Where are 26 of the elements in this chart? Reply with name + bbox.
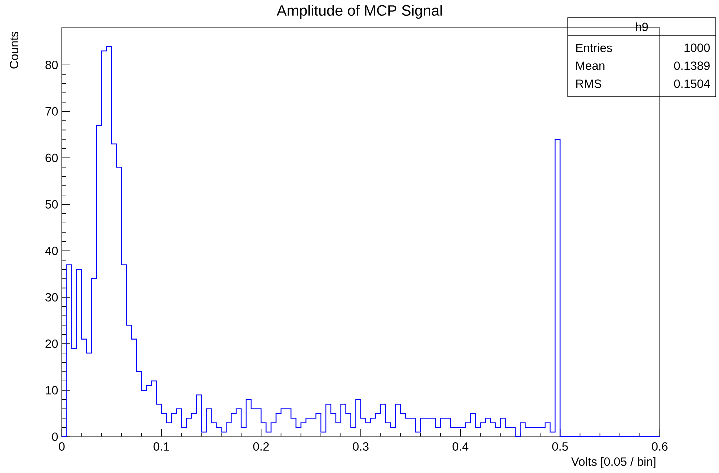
x-tick-label: 0.3 <box>353 442 369 451</box>
x-axis-title: Volts [0.05 / bin] <box>571 457 656 468</box>
y-tick-label: 20 <box>46 340 58 348</box>
y-tick-label: 80 <box>46 60 58 70</box>
annotation: Entries <box>576 44 612 52</box>
x-tick-label: 0.2 <box>254 442 270 451</box>
y-tick-label: 30 <box>46 293 58 302</box>
y-tick-label: 70 <box>46 107 58 116</box>
x-tick-label: 0.6 <box>652 442 668 451</box>
x-tick-label: 0 <box>59 442 65 451</box>
y-tick-label: 40 <box>45 246 58 256</box>
x-tick-label: 0.5 <box>552 442 568 451</box>
x-tick-label: 0.1 <box>154 442 170 451</box>
annotation: RMS <box>576 80 602 88</box>
y-tick-label: 50 <box>46 200 58 209</box>
y-tick-label: 10 <box>46 386 58 395</box>
text: 0.1504 <box>674 80 710 88</box>
annotation: h9 <box>636 22 648 32</box>
annotation: Mean <box>576 62 605 70</box>
text: 0.1389 <box>674 62 710 70</box>
chart-title: Amplitude of MCP Signal <box>276 5 442 19</box>
y-tick-label: 0 <box>52 432 58 442</box>
y-tick-label: 60 <box>46 154 58 162</box>
text: 1000 <box>684 44 710 52</box>
y-axis-title: Counts <box>10 32 18 69</box>
x-tick-label: 0.4 <box>452 442 469 451</box>
